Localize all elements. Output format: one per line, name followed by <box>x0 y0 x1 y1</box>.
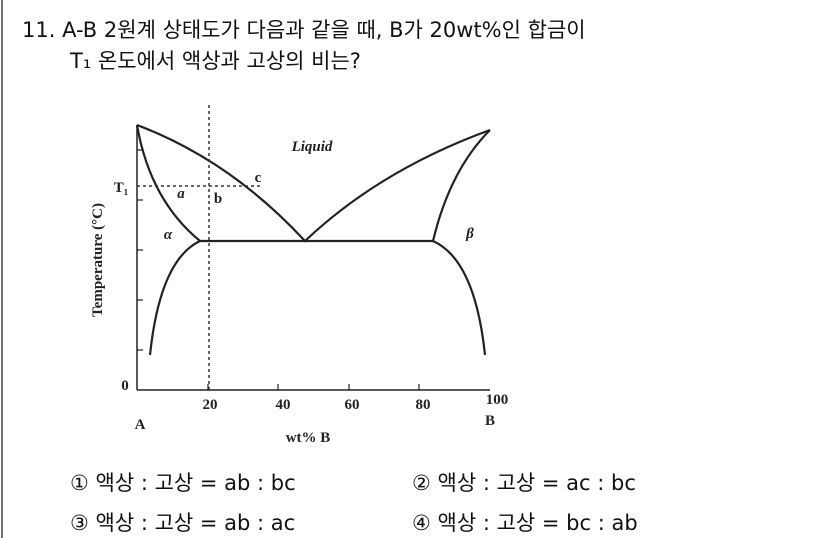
end-label: B <box>485 413 495 429</box>
region-label: β <box>465 226 474 242</box>
y-axis-label: Temperature (°C) <box>90 203 106 317</box>
x-axis-label: wt% B <box>286 430 331 446</box>
region-label: Liquid <box>291 139 333 155</box>
phase-diagram: Temperature (°C) wt% B 0 20 40 60 80 100… <box>90 105 508 446</box>
tick-label: 40 <box>276 397 291 413</box>
end-label: A <box>135 417 146 433</box>
solidus <box>135 124 201 242</box>
option: ③ 액상 : 고상 = ab : ac <box>70 511 295 535</box>
tick-label: 20 <box>203 397 218 413</box>
tick-label: 60 <box>345 397 360 413</box>
question-line: T₁ 온도에서 액상과 고상의 비는? <box>69 49 361 73</box>
solidus <box>431 129 491 242</box>
option: ② 액상 : 고상 = ac : bc <box>412 471 636 495</box>
solvus <box>148 240 201 356</box>
solvus <box>432 239 487 356</box>
point-label: a <box>177 186 185 202</box>
axis-ticks <box>137 149 420 390</box>
option: ④ 액상 : 고상 = bc : ab <box>412 511 638 535</box>
point-label: c <box>255 170 262 186</box>
tick-label: 0 <box>121 378 129 394</box>
question-line: 11. A-B 2원계 상태도가 다음과 같을 때, B가 20wt%인 합금이 <box>22 18 586 42</box>
option: ① 액상 : 고상 = ab : bc <box>70 471 296 495</box>
tick-label: 80 <box>416 397 431 413</box>
temperature-label: T₁ <box>114 180 129 196</box>
point-label: b <box>214 191 222 207</box>
tick-label: 100 <box>486 392 509 408</box>
region-label: α <box>164 227 173 243</box>
